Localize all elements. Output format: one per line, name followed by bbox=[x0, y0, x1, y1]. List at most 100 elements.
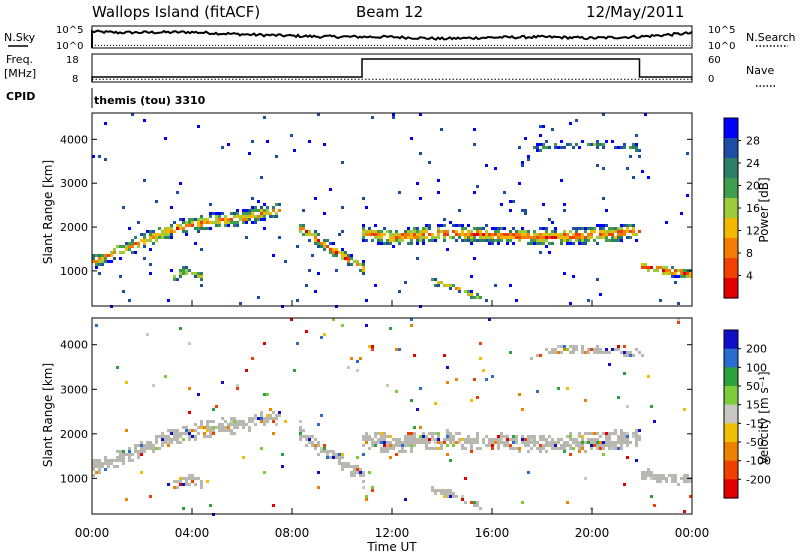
velocity-cell bbox=[647, 471, 650, 474]
velocity-cell bbox=[119, 453, 122, 456]
velocity-cell bbox=[614, 441, 617, 444]
power-cell bbox=[104, 254, 107, 257]
velocity-cell bbox=[299, 420, 302, 423]
velocity-cell bbox=[407, 441, 410, 444]
velocity-cell bbox=[209, 426, 212, 429]
velocity-cell bbox=[446, 489, 449, 492]
velocity-cell bbox=[167, 444, 170, 447]
power-cell bbox=[596, 278, 599, 281]
power-cell bbox=[131, 245, 134, 248]
power-cell bbox=[521, 230, 524, 233]
velocity-cell bbox=[146, 333, 149, 336]
power-cell bbox=[632, 224, 635, 227]
velocity-cell bbox=[662, 474, 665, 477]
velocity-cell bbox=[347, 462, 350, 465]
velocity-cell bbox=[317, 444, 320, 447]
power-cell bbox=[251, 209, 254, 212]
power-cell bbox=[470, 293, 473, 296]
velocity-cell bbox=[449, 459, 452, 462]
power-cell bbox=[227, 224, 230, 227]
velocity-cell bbox=[581, 348, 584, 351]
power-cell bbox=[362, 263, 365, 266]
velocity-cell bbox=[206, 423, 209, 426]
velocity-cell bbox=[467, 438, 470, 441]
power-cell bbox=[527, 236, 530, 239]
velocity-cell bbox=[143, 447, 146, 450]
velocity-cell bbox=[113, 465, 116, 468]
velocity-cell bbox=[233, 423, 236, 426]
velocity-cell bbox=[536, 354, 539, 357]
velocity-cell bbox=[164, 441, 167, 444]
power-cell bbox=[443, 230, 446, 233]
velocity-cell bbox=[149, 441, 152, 444]
velocity-cell bbox=[353, 471, 356, 474]
power-cell bbox=[416, 233, 419, 236]
velocity-cell bbox=[92, 468, 95, 471]
velocity-cell bbox=[224, 426, 227, 429]
velocity-cell bbox=[515, 447, 518, 450]
velocity-cell bbox=[161, 435, 164, 438]
velocity-cell bbox=[503, 444, 506, 447]
power-cell bbox=[686, 194, 689, 197]
velocity-cell bbox=[371, 486, 374, 489]
power-cell bbox=[671, 272, 674, 275]
power-cell bbox=[551, 230, 554, 233]
velocity-cell bbox=[425, 447, 428, 450]
velocity-cell bbox=[107, 465, 110, 468]
power-cell bbox=[176, 227, 179, 230]
power-cell bbox=[452, 230, 455, 233]
power-cell bbox=[221, 218, 224, 221]
velocity-cell bbox=[362, 444, 365, 447]
velocity-y-tick-label: 4000 bbox=[60, 339, 88, 352]
velocity-cell bbox=[572, 438, 575, 441]
power-cell bbox=[329, 248, 332, 251]
power-cell bbox=[233, 212, 236, 215]
power-cell bbox=[167, 236, 170, 239]
power-cell bbox=[203, 221, 206, 224]
velocity-cell bbox=[389, 327, 392, 330]
velocity-cell bbox=[380, 435, 383, 438]
velocity-cell bbox=[275, 417, 278, 420]
power-cell bbox=[341, 257, 344, 260]
velocity-cell bbox=[593, 444, 596, 447]
power-cell bbox=[455, 287, 458, 290]
power-cell bbox=[170, 224, 173, 227]
freq-label: Freq. bbox=[6, 53, 33, 66]
power-cell bbox=[218, 224, 221, 227]
velocity-cell bbox=[683, 408, 686, 411]
power-cell bbox=[167, 299, 170, 302]
power-cell bbox=[686, 275, 689, 278]
velocity-cell bbox=[272, 504, 275, 507]
velocity-colorbar-label: Velocity [m s⁻¹] bbox=[757, 371, 771, 464]
velocity-cell bbox=[116, 459, 119, 462]
velocity-cell bbox=[614, 432, 617, 435]
velocity-cell bbox=[251, 357, 254, 360]
power-cell bbox=[170, 269, 173, 272]
velocity-cell bbox=[272, 411, 275, 414]
velocity-cell bbox=[185, 429, 188, 432]
power-cell bbox=[245, 218, 248, 221]
power-cell bbox=[224, 215, 227, 218]
velocity-cell bbox=[488, 441, 491, 444]
velocity-cell bbox=[560, 345, 563, 348]
power-cell bbox=[575, 239, 578, 242]
velocity-cell bbox=[527, 450, 530, 453]
velocity-cell bbox=[323, 450, 326, 453]
velocity-cell bbox=[650, 495, 653, 498]
velocity-cell bbox=[320, 414, 323, 417]
power-cell bbox=[302, 227, 305, 230]
velocity-cell bbox=[611, 348, 614, 351]
velocity-cell bbox=[419, 426, 422, 429]
power-cell bbox=[443, 218, 446, 221]
power-cell bbox=[407, 242, 410, 245]
power-cell bbox=[650, 266, 653, 269]
velocity-cell bbox=[209, 432, 212, 435]
velocity-cell bbox=[278, 414, 281, 417]
velocity-cell bbox=[260, 414, 263, 417]
power-colorbar-tick-label: 28 bbox=[746, 135, 760, 148]
power-cell bbox=[641, 263, 644, 266]
velocity-colorbar-swatch bbox=[724, 423, 738, 443]
power-cell bbox=[218, 212, 221, 215]
velocity-cell bbox=[590, 438, 593, 441]
power-cell bbox=[245, 209, 248, 212]
